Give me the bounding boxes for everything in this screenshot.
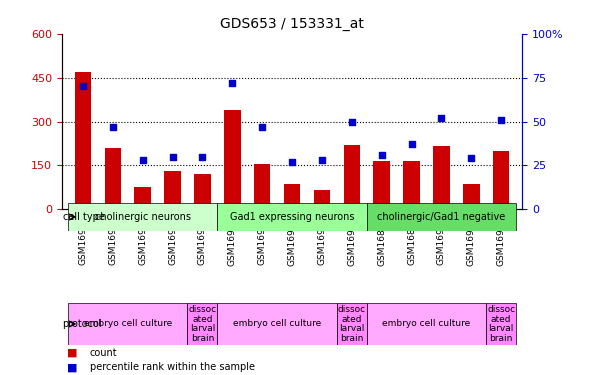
Bar (284, 184, 300, 209)
Point (198, 154, 207, 160)
Bar (463, 184, 480, 209)
Point (168, 154, 177, 160)
Title: GDS653 / 153331_at: GDS653 / 153331_at (220, 17, 364, 32)
Bar (343, 145, 360, 209)
Point (497, 117, 506, 123)
Bar (217, 303, 337, 345)
Text: embryo cell culture: embryo cell culture (84, 320, 172, 328)
Text: dissoc
ated
larval
brain: dissoc ated larval brain (188, 305, 217, 343)
Bar (164, 171, 181, 209)
Bar (217, 203, 367, 231)
Bar (433, 147, 450, 209)
Bar (188, 303, 217, 345)
Bar (314, 190, 330, 209)
Point (437, 115, 446, 121)
Bar (367, 203, 516, 231)
Text: Gad1 expressing neurons: Gad1 expressing neurons (230, 212, 355, 222)
Point (347, 118, 356, 124)
Point (108, 124, 117, 130)
Bar (104, 148, 121, 209)
Bar (254, 164, 270, 209)
Bar (367, 303, 486, 345)
Bar (373, 161, 390, 209)
Bar (135, 188, 151, 209)
Point (228, 80, 237, 86)
Text: ■: ■ (67, 348, 77, 357)
Point (78, 84, 87, 90)
Text: dissoc
ated
larval
brain: dissoc ated larval brain (487, 305, 515, 343)
Text: cholinergic/Gad1 negative: cholinergic/Gad1 negative (378, 212, 506, 222)
Text: percentile rank within the sample: percentile rank within the sample (90, 363, 254, 372)
Text: protocol: protocol (63, 319, 102, 329)
Text: cell type: cell type (63, 212, 104, 222)
Bar (493, 151, 509, 209)
Bar (404, 161, 420, 209)
Text: count: count (90, 348, 117, 357)
Point (287, 159, 297, 165)
Text: cholinergic neurons: cholinergic neurons (94, 212, 191, 222)
Text: embryo cell culture: embryo cell culture (233, 320, 321, 328)
Bar (224, 110, 241, 209)
Bar (68, 203, 217, 231)
Text: dissoc
ated
larval
brain: dissoc ated larval brain (337, 305, 366, 343)
Bar (194, 174, 211, 209)
Point (138, 157, 148, 163)
Point (467, 156, 476, 162)
Point (317, 157, 327, 163)
Bar (68, 303, 188, 345)
Point (377, 152, 386, 158)
Point (407, 141, 417, 147)
Text: ■: ■ (67, 363, 77, 372)
Bar (337, 303, 367, 345)
Text: embryo cell culture: embryo cell culture (382, 320, 471, 328)
Bar (75, 72, 91, 209)
Bar (486, 303, 516, 345)
Point (257, 124, 267, 130)
